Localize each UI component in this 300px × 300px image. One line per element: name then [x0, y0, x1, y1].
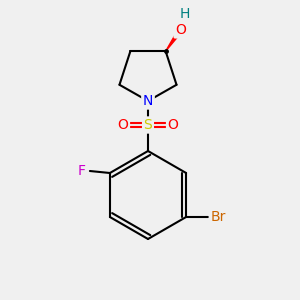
Text: O: O — [175, 23, 186, 37]
Text: S: S — [144, 118, 152, 132]
Text: H: H — [179, 8, 190, 22]
Text: O: O — [168, 118, 178, 132]
Polygon shape — [166, 28, 182, 51]
Text: O: O — [118, 118, 128, 132]
Text: Br: Br — [210, 210, 226, 224]
Text: N: N — [143, 94, 153, 108]
Text: F: F — [78, 164, 86, 178]
